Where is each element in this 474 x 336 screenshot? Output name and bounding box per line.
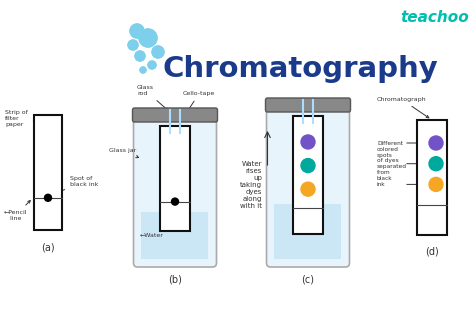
Circle shape	[172, 198, 179, 205]
Circle shape	[140, 67, 146, 73]
Text: Cello-tape: Cello-tape	[183, 91, 215, 112]
Circle shape	[152, 46, 164, 58]
Bar	[417, 120, 447, 235]
Circle shape	[301, 135, 315, 149]
Text: Different
colored
spots
of dyes
separated
from
black
ink: Different colored spots of dyes separate…	[377, 141, 407, 186]
FancyBboxPatch shape	[134, 114, 217, 267]
Bar	[274, 204, 341, 259]
Text: Water
rises
up
taking
dyes
along
with it: Water rises up taking dyes along with it	[240, 161, 262, 209]
Circle shape	[130, 24, 144, 38]
Circle shape	[135, 51, 145, 61]
Text: Chromatograph: Chromatograph	[377, 97, 429, 118]
Text: (c): (c)	[301, 275, 315, 285]
Circle shape	[301, 182, 315, 196]
Text: teachoo: teachoo	[400, 10, 469, 25]
Text: Glass
rod: Glass rod	[137, 85, 168, 111]
Bar	[293, 116, 323, 234]
Text: (b): (b)	[168, 275, 182, 285]
Bar	[34, 115, 62, 230]
FancyBboxPatch shape	[266, 104, 349, 267]
Bar	[142, 212, 209, 259]
Circle shape	[139, 29, 157, 47]
Circle shape	[45, 194, 52, 201]
FancyBboxPatch shape	[265, 98, 350, 112]
Text: ←Water: ←Water	[139, 233, 164, 238]
FancyBboxPatch shape	[133, 108, 218, 122]
Text: Strip of
filter
paper: Strip of filter paper	[5, 110, 44, 127]
Circle shape	[429, 157, 443, 171]
Circle shape	[429, 177, 443, 192]
Text: ←Pencil
   line: ←Pencil line	[4, 201, 30, 221]
Text: Spot of
black ink: Spot of black ink	[54, 176, 99, 195]
Text: (a): (a)	[41, 242, 55, 252]
Text: Glass jar: Glass jar	[109, 148, 138, 158]
Circle shape	[429, 136, 443, 150]
Circle shape	[128, 40, 138, 50]
Circle shape	[301, 159, 315, 173]
Bar	[160, 126, 190, 231]
Text: Chromatography: Chromatography	[163, 55, 439, 83]
Circle shape	[148, 61, 156, 69]
Text: (d): (d)	[425, 247, 439, 257]
